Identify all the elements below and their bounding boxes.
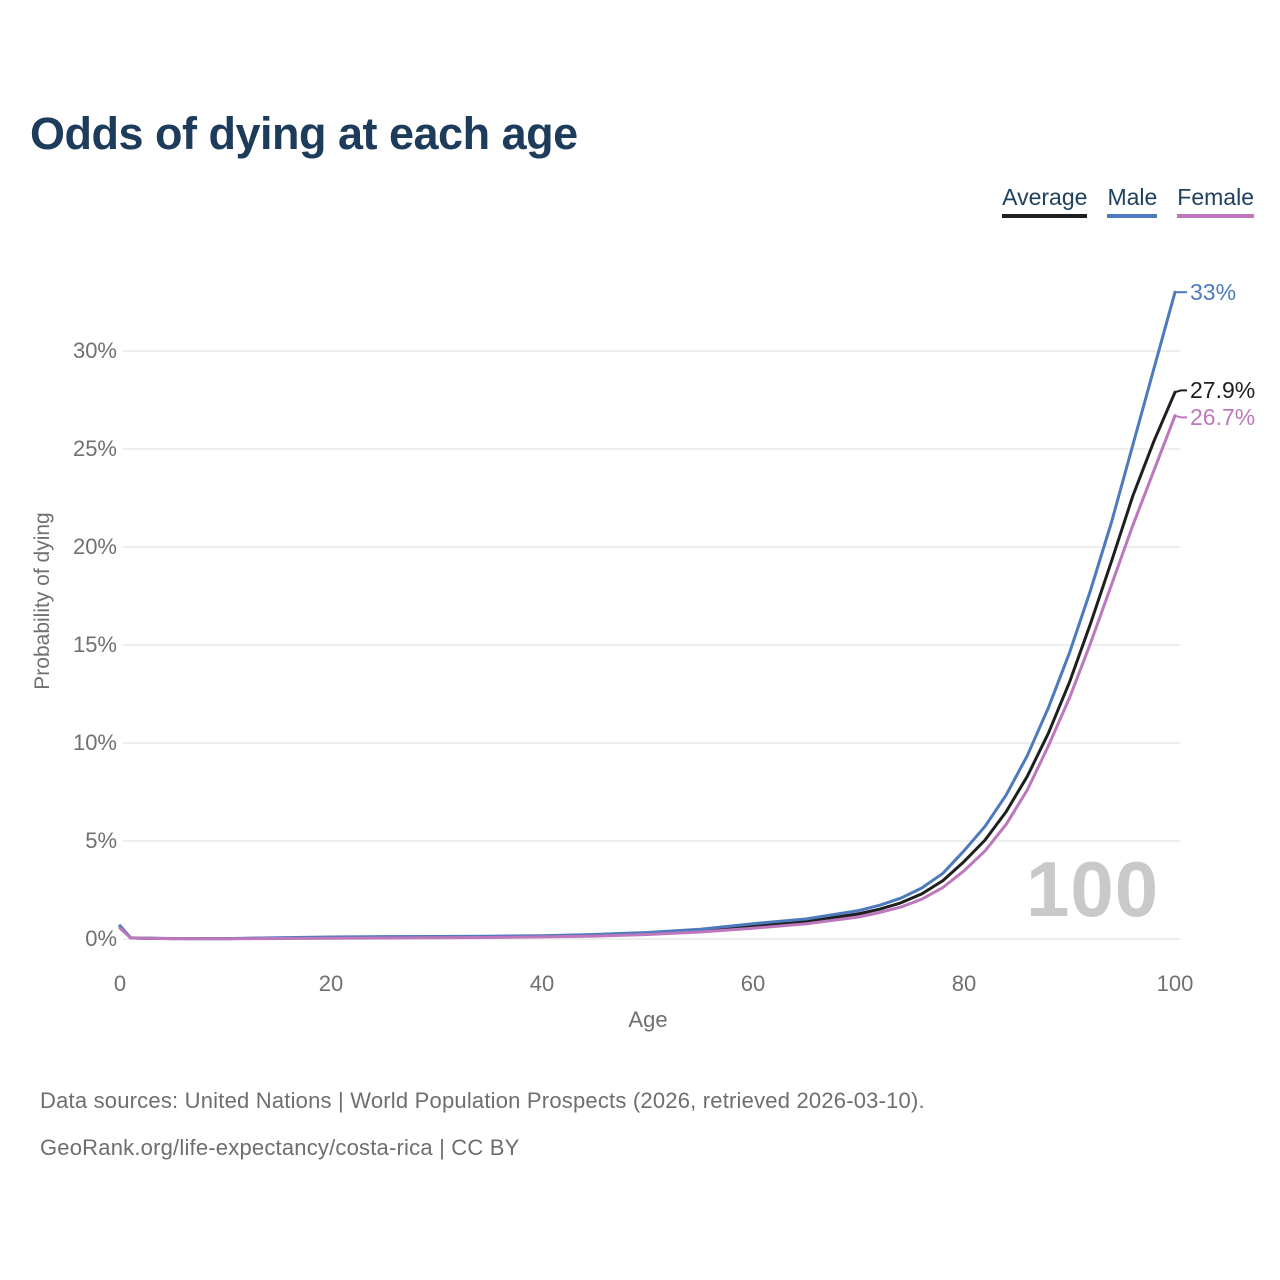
y-axis-tick: 25% [72, 436, 117, 461]
x-axis-tick: 60 [740, 971, 766, 996]
legend-item-male[interactable]: Male [1107, 184, 1158, 219]
end-value-label-male: 33% [1190, 279, 1237, 306]
y-axis-tick: 15% [72, 632, 117, 657]
y-axis-tick: 20% [72, 534, 117, 559]
x-axis-tick: 100 [1156, 971, 1194, 996]
legend-item-average[interactable]: Average [1002, 184, 1088, 219]
y-axis-tick: 5% [85, 828, 117, 853]
x-axis-tick: 40 [529, 971, 555, 996]
chart-title: Odds of dying at each age [30, 108, 578, 159]
x-axis-tick: 20 [318, 971, 344, 996]
end-value-label-average: 27.9% [1190, 377, 1256, 404]
y-axis-tick: 0% [85, 926, 117, 951]
y-axis-title: Probability of dying [31, 512, 54, 690]
end-label-connector [1174, 389, 1187, 394]
legend: Average Male Female [1002, 184, 1254, 219]
series-line-average [118, 390, 1177, 941]
attribution-note: GeoRank.org/life-expectancy/costa-rica |… [40, 1135, 520, 1160]
age-watermark: 100 [1026, 845, 1160, 933]
series-line-female [118, 414, 1177, 941]
legend-item-female[interactable]: Female [1177, 184, 1254, 219]
end-value-label-female: 26.7% [1190, 404, 1256, 431]
y-axis-tick: 30% [72, 338, 117, 363]
data-sources-note: Data sources: United Nations | World Pop… [40, 1088, 925, 1113]
y-axis-tick: 10% [72, 730, 117, 755]
x-axis-tick: 80 [951, 971, 977, 996]
x-axis-title: Age [628, 1007, 668, 1032]
end-label-connector [1174, 414, 1187, 419]
x-axis-tick: 0 [113, 971, 127, 996]
